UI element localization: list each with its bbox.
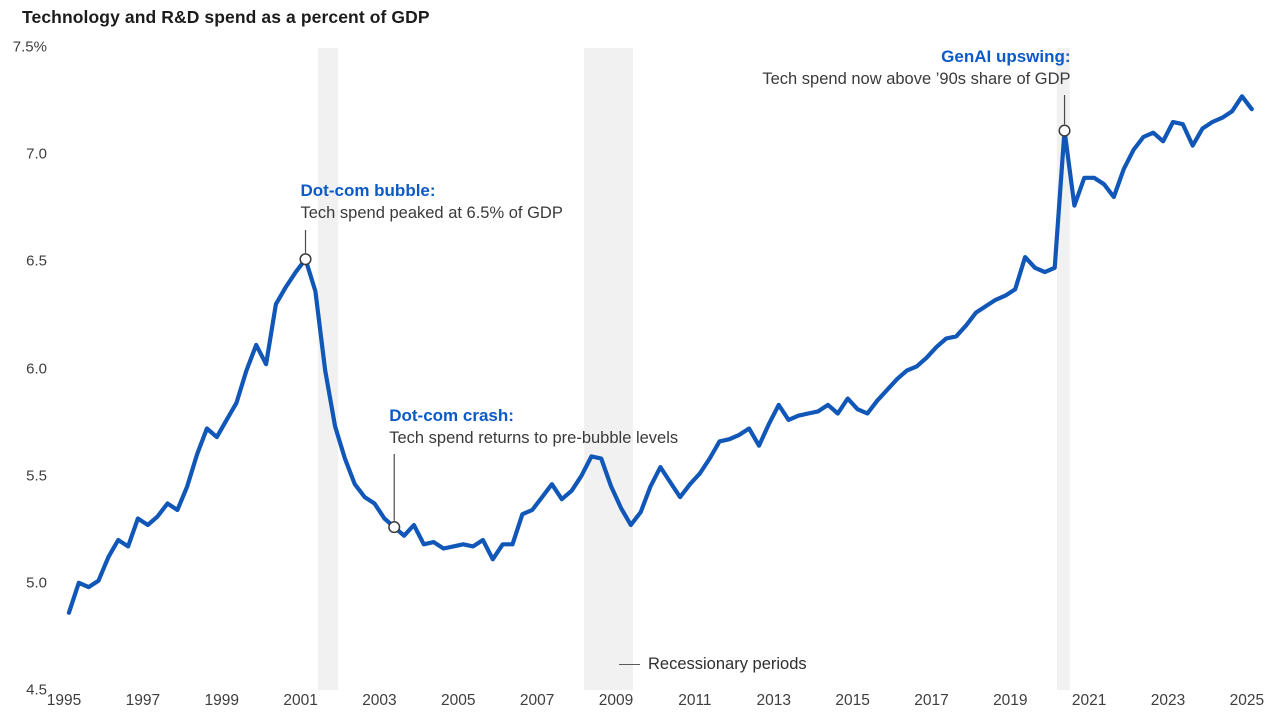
annotation-marker: [299, 253, 312, 266]
legend-dash-icon: [619, 664, 640, 665]
y-tick-label: 6.5: [26, 252, 47, 270]
annotation-marker: [1058, 124, 1071, 137]
x-tick-label: 2015: [835, 692, 870, 709]
x-tick-label: 2025: [1229, 692, 1265, 709]
x-tick-label: 1995: [46, 692, 82, 709]
x-tick-label: 2007: [519, 692, 555, 709]
annotation-marker: [388, 521, 401, 534]
annotation-genai-upswing: GenAI upswing: Tech spend now above ’90s…: [762, 46, 1070, 91]
recession-band: [317, 48, 339, 690]
x-tick-label: 2011: [678, 692, 712, 709]
y-tick-label: 5.5: [26, 467, 47, 485]
x-tick-label: 2013: [756, 692, 791, 709]
recession-band: [584, 48, 633, 690]
annotation-title: GenAI upswing:: [941, 47, 1071, 66]
series-line: [66, 94, 1254, 615]
x-tick-label: 1999: [204, 692, 239, 709]
y-tick-label: 7.5%: [12, 38, 47, 56]
x-tick-label: 1997: [125, 692, 161, 709]
annotation-body: Tech spend now above ’90s share of GDP: [762, 70, 1071, 89]
chart-title: Technology and R&D spend as a percent of…: [22, 7, 430, 27]
annotation-body: Tech spend returns to pre-bubble levels: [389, 429, 679, 448]
annotation-body: Tech spend peaked at 6.5% of GDP: [300, 204, 563, 223]
y-tick-label: 4.5: [26, 681, 47, 699]
x-tick-label: 2001: [283, 692, 318, 709]
x-tick-label: 2019: [993, 692, 1028, 709]
y-tick-label: 7.0: [26, 145, 47, 163]
x-tick-label: 2003: [362, 692, 397, 709]
y-tick-label: 5.0: [26, 574, 47, 592]
x-tick-label: 2021: [1071, 692, 1107, 709]
y-tick-label: 6.0: [26, 360, 47, 377]
legend-label: Recessionary periods: [648, 655, 807, 673]
annotation-dotcom-bubble: Dot-com bubble: Tech spend peaked at 6.5…: [301, 180, 563, 225]
annotation-title: Dot-com bubble:: [300, 181, 436, 200]
annotation-title: Dot-com crash:: [389, 406, 514, 425]
x-tick-label: 2009: [598, 692, 634, 709]
legend-recessionary-periods: Recessionary periods: [619, 655, 807, 674]
x-tick-label: 2023: [1150, 692, 1186, 709]
annotation-dotcom-crash: Dot-com crash: Tech spend returns to pre…: [389, 405, 678, 450]
x-tick-label: 2005: [441, 692, 476, 709]
x-tick-label: 2017: [914, 692, 949, 709]
